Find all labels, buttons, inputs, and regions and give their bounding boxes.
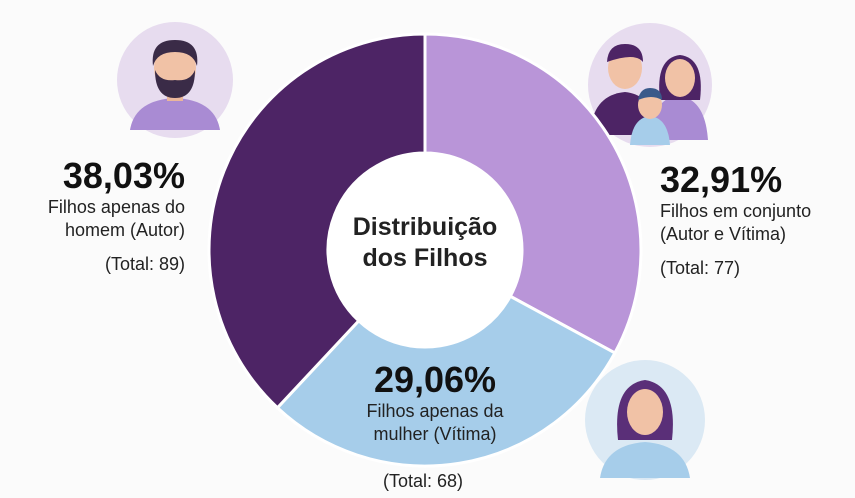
slice-label: 32,91%Filhos em conjunto (Autor e Vítima… [660, 160, 855, 246]
avatar-man [117, 22, 233, 138]
slice-label: 29,06%Filhos apenas da mulher (Vítima) [345, 360, 525, 446]
infographic: Distribuição dos Filhos 32,91%Filhos em … [0, 0, 855, 498]
total-label: (Total: 68) [383, 470, 463, 493]
slice-label: 38,03%Filhos apenas do homem (Autor) [5, 156, 185, 242]
value-label: 38,03% [5, 156, 185, 196]
value-label: 32,91% [660, 160, 855, 200]
total-label: (Total: 77) [660, 257, 740, 280]
avatar-family [588, 23, 712, 147]
avatar-woman [585, 360, 705, 480]
category-label: Filhos apenas da mulher (Vítima) [345, 400, 525, 446]
category-label: Filhos apenas do homem (Autor) [5, 196, 185, 242]
total-label: (Total: 89) [80, 253, 185, 276]
chart-title: Distribuição dos Filhos [345, 212, 505, 274]
category-label: Filhos em conjunto (Autor e Vítima) [660, 200, 855, 246]
value-label: 29,06% [345, 360, 525, 400]
